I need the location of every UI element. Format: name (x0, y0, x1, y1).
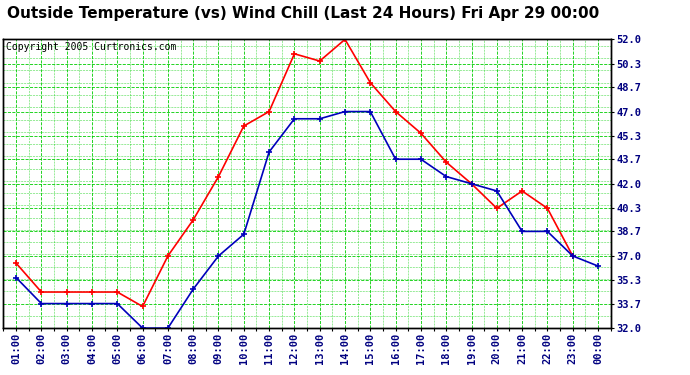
Text: Outside Temperature (vs) Wind Chill (Last 24 Hours) Fri Apr 29 00:00: Outside Temperature (vs) Wind Chill (Las… (8, 6, 600, 21)
Text: Copyright 2005 Curtronics.com: Copyright 2005 Curtronics.com (6, 42, 177, 52)
